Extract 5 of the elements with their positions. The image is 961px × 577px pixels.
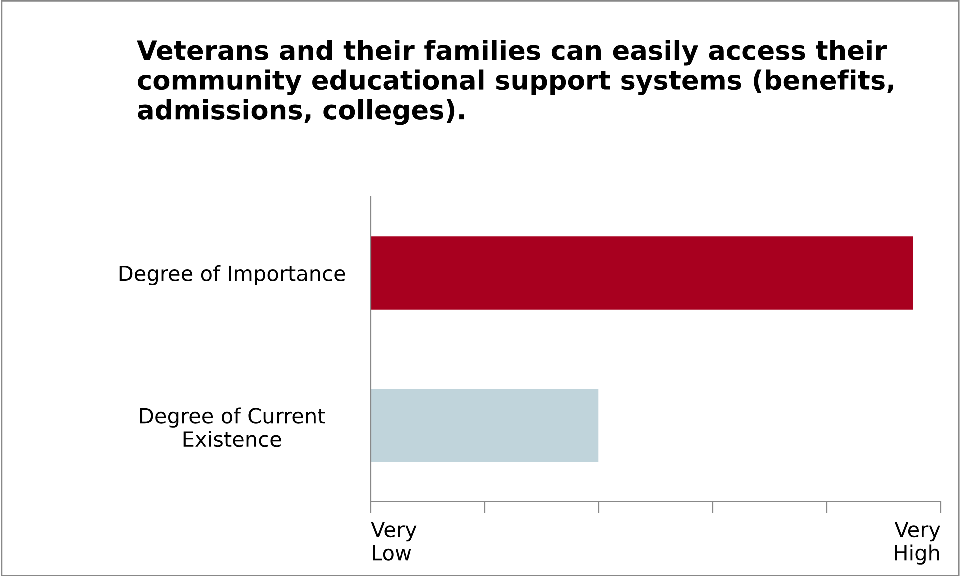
- text: Very High: [894, 522, 940, 565]
- y-tick-label: Degree of Importance: [120, 265, 346, 286]
- y-tick-label: Degree of Current Existence: [140, 408, 326, 448]
- text: Very Low: [371, 522, 417, 561]
- chart-title: Veterans and their families can easily access their community educational support systems (benefits, admissions, colleges).: [137, 40, 894, 126]
